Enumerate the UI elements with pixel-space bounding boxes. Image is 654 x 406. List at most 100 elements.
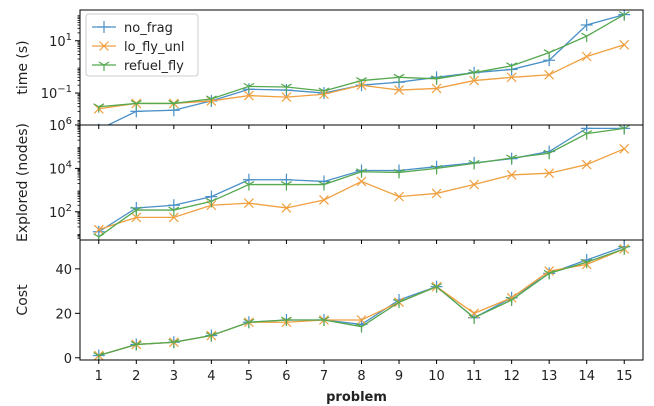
panel-cost: 0 20 40 Cost (15, 239, 644, 367)
xtick-label: 2 (132, 369, 140, 384)
point-refuel_fly-6 (280, 181, 292, 191)
point-no_frag-4 (205, 190, 218, 203)
legend-item-lo_fly_unl: lo_fly_unl (92, 40, 185, 55)
point-refuel_fly-12 (506, 154, 518, 165)
point-refuel_fly-5 (243, 318, 255, 329)
point-refuel_fly-14 (581, 258, 593, 269)
point-refuel_fly-1 (93, 352, 105, 360)
point-refuel_fly-2 (130, 340, 142, 351)
point-lo_fly_unl-6 (281, 203, 292, 213)
point-lo_fly_unl-2 (131, 212, 142, 223)
legend-label-refuel_fly: refuel_fly (124, 59, 184, 74)
point-lo_fly_unl-13 (544, 266, 555, 277)
plot-area-explored (92, 125, 631, 240)
point-refuel_fly-3 (168, 338, 180, 349)
xtick-label: 5 (245, 369, 253, 384)
plot-area-time (93, 10, 631, 125)
point-refuel_fly-7 (318, 316, 330, 326)
point-refuel_fly-12 (506, 62, 518, 72)
point-lo_fly_unl-8 (356, 315, 367, 325)
point-refuel_fly-10 (431, 283, 443, 293)
ytick-label-explored: 104 (49, 159, 72, 177)
point-refuel_fly-5 (243, 82, 255, 93)
ylabel-time: time (s) (15, 40, 31, 94)
point-no_frag-14 (580, 19, 593, 32)
point-refuel_fly-14 (581, 130, 593, 140)
point-refuel_fly-11 (468, 69, 480, 79)
point-refuel_fly-8 (356, 77, 367, 87)
point-refuel_fly-12 (506, 296, 518, 306)
point-refuel_fly-3 (168, 99, 180, 110)
xtick-label: 4 (207, 369, 215, 384)
point-lo_fly_unl-10 (431, 188, 442, 199)
xtick-label: 6 (282, 369, 290, 384)
point-refuel_fly-2 (130, 99, 142, 110)
legend-marker-refuel_fly (98, 61, 110, 71)
xtick-label: 10 (428, 369, 445, 384)
point-refuel_fly-7 (318, 181, 330, 191)
point-lo_fly_unl-14 (581, 159, 592, 170)
point-refuel_fly-4 (205, 197, 217, 208)
point-refuel_fly-7 (318, 87, 330, 97)
point-refuel_fly-15 (618, 125, 630, 135)
point-no_frag-1 (92, 225, 105, 238)
panel-explored: 102 104 106 Explored (nodes) (15, 116, 644, 244)
point-lo_fly_unl-9 (394, 191, 404, 202)
series-line-lo_fly_unl (98, 148, 625, 231)
point-refuel_fly-1 (93, 103, 105, 113)
legend-item-no_frag: no_frag (92, 21, 173, 36)
point-refuel_fly-13 (543, 149, 555, 160)
point-lo_fly_unl-7 (319, 195, 329, 205)
point-lo_fly_unl-5 (243, 198, 254, 209)
axes-frame-cost (79, 239, 644, 361)
point-lo_fly_unl-11 (469, 75, 480, 86)
xtick-label: 12 (503, 369, 520, 384)
xtick-label: 11 (466, 369, 483, 384)
point-refuel_fly-2 (130, 206, 142, 217)
point-lo_fly_unl-14 (581, 51, 592, 62)
point-refuel_fly-3 (168, 206, 180, 217)
legend-label-no_frag: no_frag (124, 21, 173, 36)
point-no_frag-14 (580, 125, 593, 135)
legend-marker-no_frag (98, 21, 110, 33)
point-refuel_fly-11 (468, 159, 480, 170)
legend-label-lo_fly_unl: lo_fly_unl (124, 40, 185, 55)
ytick-label-explored: 106 (49, 116, 72, 134)
axes-frame-explored (79, 124, 644, 241)
point-refuel_fly-4 (205, 332, 217, 342)
point-refuel_fly-15 (618, 11, 630, 21)
point-refuel_fly-9 (393, 168, 405, 179)
point-lo_fly_unl-15 (619, 39, 630, 50)
point-lo_fly_unl-3 (168, 212, 179, 223)
point-refuel_fly-10 (431, 75, 443, 85)
point-refuel_fly-10 (431, 164, 443, 175)
point-refuel_fly-15 (618, 245, 630, 255)
ytick-label-cost: 40 (55, 263, 72, 278)
point-lo_fly_unl-11 (469, 179, 480, 190)
xtick-label: 15 (616, 369, 633, 384)
point-lo_fly_unl-1 (93, 224, 104, 235)
xtick-label: 3 (170, 369, 178, 384)
ylabel-explored: Explored (nodes) (15, 123, 31, 242)
xtick-label: 1 (95, 369, 103, 384)
ytick-label-time: 101 (49, 32, 72, 50)
point-lo_fly_unl-6 (281, 92, 292, 103)
point-refuel_fly-8 (356, 168, 367, 178)
point-lo_fly_unl-9 (394, 85, 404, 95)
point-lo_fly_unl-15 (619, 143, 630, 154)
legend: no_frag lo_fly_unl refuel_fly (85, 13, 199, 77)
panel-time: 10−1 101 time (s) no_frag lo_fly_unl refuel_f… (15, 9, 644, 129)
legend-item-refuel_fly: refuel_fly (92, 59, 184, 74)
point-no_frag-5 (242, 173, 255, 186)
point-lo_fly_unl-12 (506, 72, 517, 83)
xtick-label: 7 (320, 369, 328, 384)
point-refuel_fly-8 (356, 323, 367, 333)
point-lo_fly_unl-13 (544, 168, 555, 179)
point-refuel_fly-4 (205, 95, 217, 105)
xtick-label: 13 (541, 369, 558, 384)
point-refuel_fly-13 (543, 49, 555, 59)
ytick-label-cost: 0 (64, 352, 72, 367)
xtick-label: 8 (357, 369, 365, 384)
point-lo_fly_unl-8 (356, 176, 367, 187)
